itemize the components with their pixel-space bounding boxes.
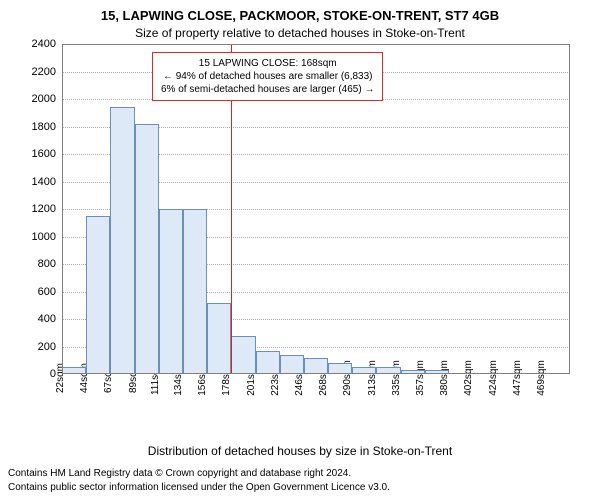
footer-line: Contains public sector information licen… (8, 481, 390, 495)
bar (449, 373, 473, 374)
bar (62, 367, 86, 374)
annotation-line: 15 LAPWING CLOSE: 168sqm (161, 57, 374, 70)
x-tick-label: 335sqm (391, 360, 402, 396)
y-tick-label: 1600 (32, 148, 56, 160)
footer-attribution: Contains HM Land Registry data © Crown c… (8, 467, 390, 494)
y-tick-label: 1000 (32, 231, 56, 243)
bar (497, 373, 521, 374)
x-tick-label: 402sqm (464, 360, 475, 396)
bar (473, 373, 497, 374)
bar (352, 367, 376, 374)
x-tick-label: 424sqm (488, 360, 499, 396)
bar (231, 336, 255, 375)
bar (159, 209, 183, 374)
bar (110, 107, 134, 374)
footer-line: Contains HM Land Registry data © Crown c… (8, 467, 390, 481)
y-tick-label: 200 (38, 341, 56, 353)
y-tick-label: 1800 (32, 121, 56, 133)
annotation-line: 6% of semi-detached houses are larger (4… (161, 83, 374, 96)
y-tick-label: 1400 (32, 176, 56, 188)
y-tick-label: 1200 (32, 203, 56, 215)
y-tick-label: 400 (38, 313, 56, 325)
x-tick-label: 469sqm (536, 360, 547, 396)
x-axis-label: Distribution of detached houses by size … (0, 444, 600, 458)
bar (328, 363, 352, 374)
bar (183, 209, 207, 374)
annotation-line: ← 94% of detached houses are smaller (6,… (161, 70, 374, 83)
y-tick-label: 2400 (32, 38, 56, 50)
title-sub: Size of property relative to detached ho… (0, 26, 600, 40)
bar (425, 370, 449, 374)
y-tick-label: 2000 (32, 93, 56, 105)
bar (376, 367, 400, 374)
y-tick-label: 2200 (32, 66, 56, 78)
bar (280, 355, 304, 374)
bar (522, 373, 546, 374)
bar (135, 124, 159, 374)
x-tick-label: 357sqm (415, 360, 426, 396)
bar (546, 373, 570, 374)
y-tick-label: 800 (38, 258, 56, 270)
bar (256, 351, 280, 374)
bar (207, 303, 231, 375)
annotation-box: 15 LAPWING CLOSE: 168sqm← 94% of detache… (152, 52, 383, 101)
x-tick-label: 380sqm (439, 360, 450, 396)
y-tick-label: 600 (38, 286, 56, 298)
plot-area: 0200400600800100012001400160018002000220… (62, 44, 570, 374)
x-tick-label: 447sqm (512, 360, 523, 396)
x-tick-label: 313sqm (367, 360, 378, 396)
title-main: 15, LAPWING CLOSE, PACKMOOR, STOKE-ON-TR… (0, 8, 600, 23)
bar (304, 358, 328, 375)
bar (86, 216, 110, 374)
bar (401, 370, 425, 374)
